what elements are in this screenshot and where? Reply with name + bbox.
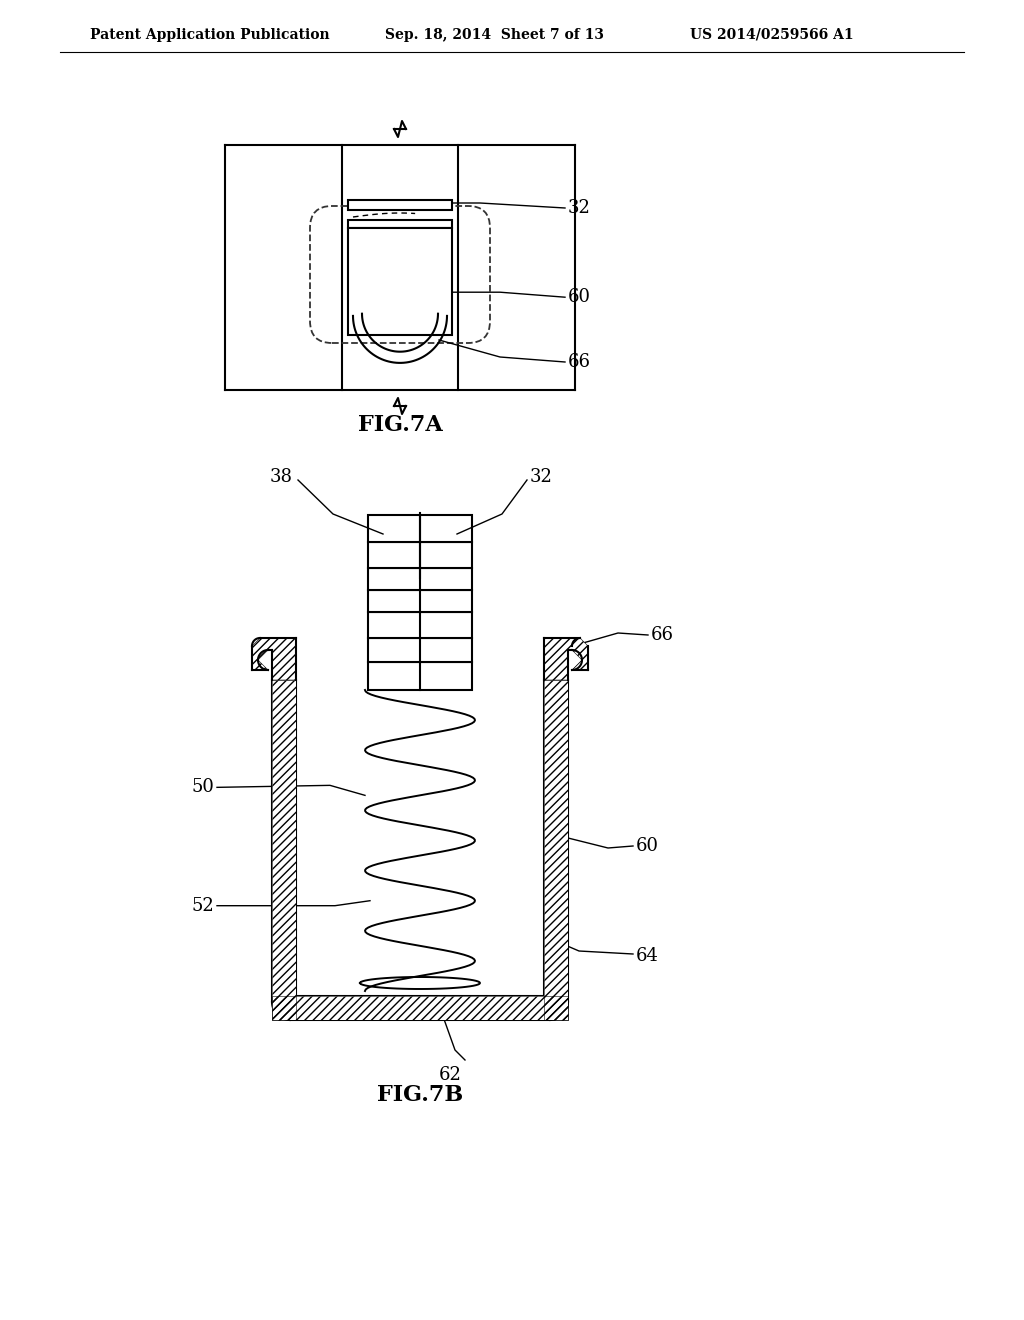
Polygon shape [252,638,296,680]
Bar [544,680,568,1020]
Bar [348,220,452,228]
Polygon shape [544,638,588,680]
Bar [368,590,472,612]
Bar [272,997,568,1020]
Text: 52: 52 [191,896,214,915]
Bar [348,228,452,335]
Bar [368,663,472,690]
Text: FIG.7B: FIG.7B [377,1084,463,1106]
Text: 38: 38 [270,469,293,486]
Bar [272,680,296,1020]
Text: 62: 62 [438,1067,462,1084]
Text: 64: 64 [636,946,658,965]
Bar [368,638,472,663]
Bar [544,680,568,1020]
Text: 32: 32 [568,199,591,216]
Text: 66: 66 [568,352,591,371]
Bar [348,201,452,210]
Bar [368,568,472,590]
Text: 60: 60 [636,837,659,855]
Text: Sep. 18, 2014  Sheet 7 of 13: Sep. 18, 2014 Sheet 7 of 13 [385,28,604,42]
Text: Patent Application Publication: Patent Application Publication [90,28,330,42]
Text: 66: 66 [651,626,674,644]
Bar [272,997,568,1020]
Text: 60: 60 [568,288,591,306]
Bar [272,680,296,1020]
Bar [368,543,472,568]
Text: 32: 32 [530,469,553,486]
Text: 50: 50 [191,779,214,796]
Bar [368,515,472,543]
Bar [296,680,544,997]
Bar [368,612,472,638]
Text: US 2014/0259566 A1: US 2014/0259566 A1 [690,28,854,42]
Text: FIG.7A: FIG.7A [357,414,442,436]
